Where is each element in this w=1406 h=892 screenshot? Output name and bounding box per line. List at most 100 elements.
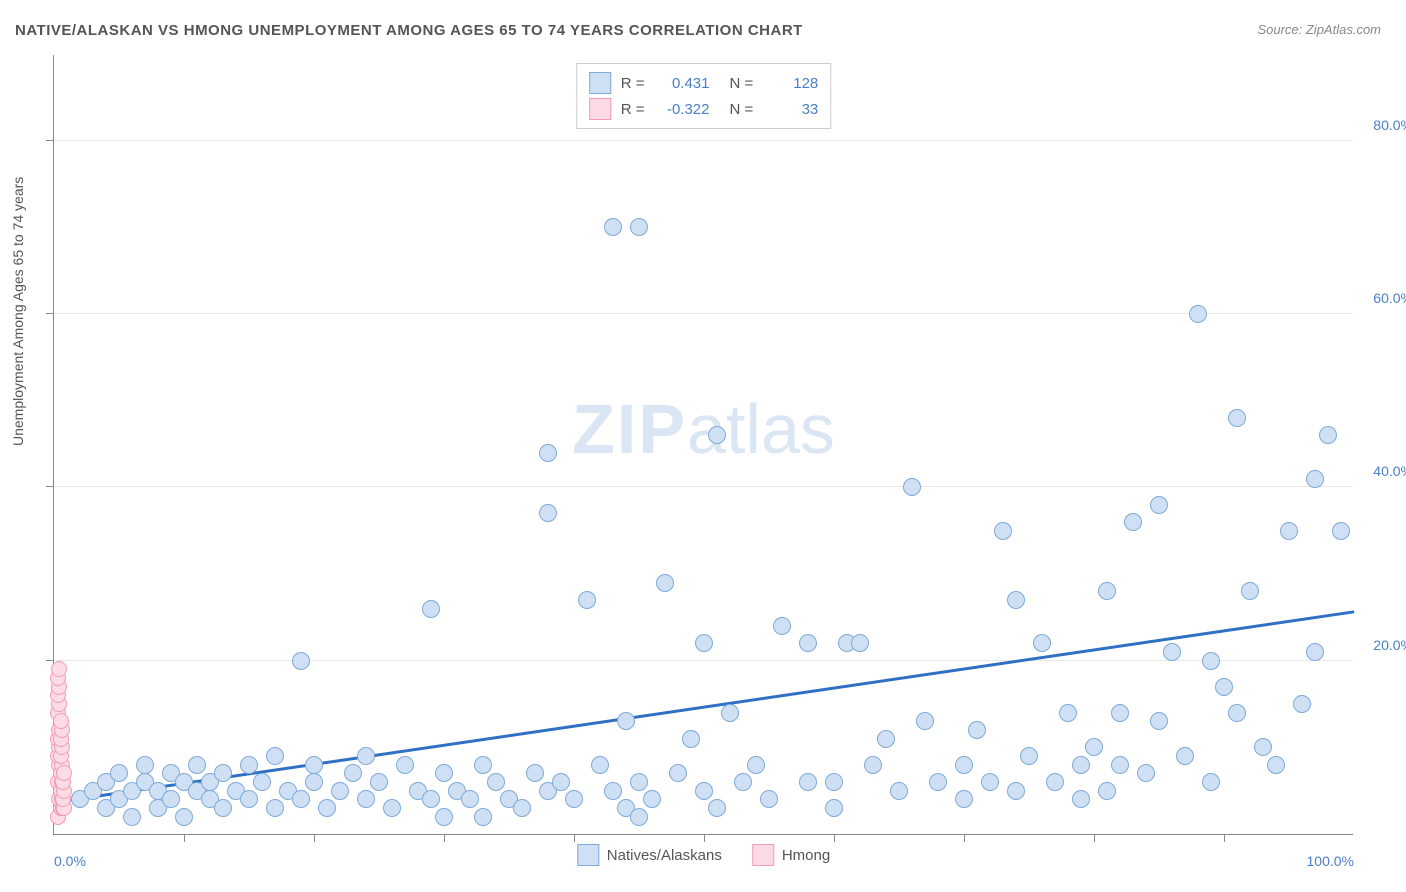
data-point [1111,704,1129,722]
data-point [513,799,531,817]
gridline [54,486,1353,487]
series-swatch [589,98,611,120]
data-point [1098,782,1116,800]
chart-title: NATIVE/ALASKAN VS HMONG UNEMPLOYMENT AMO… [15,22,803,39]
watermark: ZIPatlas [572,389,835,469]
data-point [110,764,128,782]
n-value: 33 [763,101,818,118]
data-point [318,799,336,817]
data-point [162,790,180,808]
x-tick [444,834,445,842]
data-point [981,773,999,791]
data-point [968,721,986,739]
data-point [1332,522,1350,540]
data-point [1150,712,1168,730]
data-point [266,747,284,765]
data-point [51,661,67,677]
x-tick [834,834,835,842]
stats-row: R =-0.322N =33 [589,96,819,122]
data-point [617,712,635,730]
legend-label: Natives/Alaskans [607,847,722,864]
y-tick-label: 60.0% [1373,290,1406,306]
data-point [851,634,869,652]
data-point [747,756,765,774]
x-tick-label: 0.0% [54,853,86,869]
data-point [526,764,544,782]
data-point [292,652,310,670]
data-point [955,790,973,808]
legend-item: Hmong [752,844,830,866]
gridline [54,140,1353,141]
data-point [565,790,583,808]
data-point [955,756,973,774]
data-point [929,773,947,791]
r-value: 0.431 [655,75,710,92]
data-point [539,444,557,462]
data-point [1007,782,1025,800]
data-point [1241,582,1259,600]
data-point [903,478,921,496]
data-point [630,773,648,791]
y-tick [46,660,54,661]
data-point [357,747,375,765]
legend-swatch [752,844,774,866]
source-attribution: Source: ZipAtlas.com [1257,22,1381,37]
data-point [1189,305,1207,323]
data-point [422,790,440,808]
data-point [1267,756,1285,774]
y-axis-label: Unemployment Among Ages 65 to 74 years [10,177,26,446]
data-point [305,773,323,791]
data-point [669,764,687,782]
x-tick [1224,834,1225,842]
data-point [305,756,323,774]
y-tick-label: 40.0% [1373,463,1406,479]
x-tick [184,834,185,842]
data-point [682,730,700,748]
data-point [630,808,648,826]
data-point [461,790,479,808]
data-point [1319,426,1337,444]
x-tick-label: 100.0% [1307,853,1354,869]
data-point [422,600,440,618]
data-point [721,704,739,722]
data-point [578,591,596,609]
data-point [435,764,453,782]
data-point [56,765,72,781]
data-point [1046,773,1064,791]
data-point [474,808,492,826]
data-point [1111,756,1129,774]
x-tick [704,834,705,842]
data-point [1072,756,1090,774]
data-point [890,782,908,800]
y-tick-label: 20.0% [1373,637,1406,653]
data-point [292,790,310,808]
data-point [123,808,141,826]
gridline [54,313,1353,314]
data-point [175,808,193,826]
r-value: -0.322 [655,101,710,118]
data-point [214,799,232,817]
y-tick [46,313,54,314]
x-tick [1094,834,1095,842]
data-point [1228,704,1246,722]
data-point [1163,643,1181,661]
data-point [773,617,791,635]
data-point [1176,747,1194,765]
data-point [383,799,401,817]
data-point [396,756,414,774]
y-tick [46,140,54,141]
data-point [916,712,934,730]
data-point [331,782,349,800]
data-point [760,790,778,808]
data-point [1033,634,1051,652]
data-point [825,773,843,791]
data-point [344,764,362,782]
data-point [799,773,817,791]
data-point [877,730,895,748]
legend-label: Hmong [782,847,830,864]
n-label: N = [730,101,754,118]
x-tick [964,834,965,842]
gridline [54,660,1353,661]
data-point [604,218,622,236]
data-point [1215,678,1233,696]
